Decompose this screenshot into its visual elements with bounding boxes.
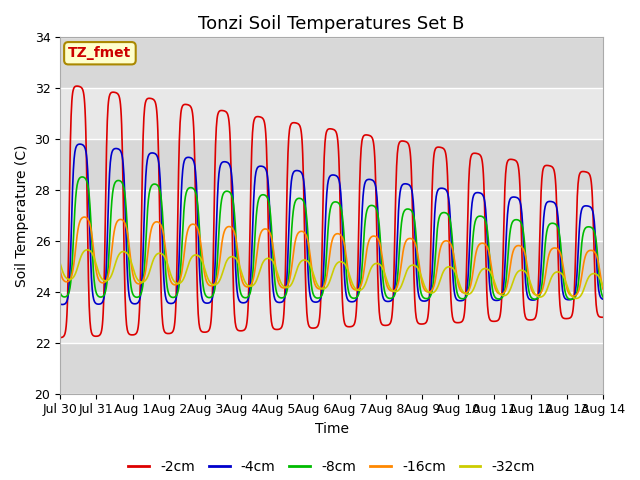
Line: -16cm: -16cm <box>60 217 603 296</box>
Line: -2cm: -2cm <box>60 86 603 337</box>
-8cm <box>568 297 575 302</box>
-8cm <box>599 294 607 300</box>
Bar <box>60 37 603 88</box>
-4cm <box>59 301 67 307</box>
-4cm <box>178 184 186 190</box>
-2cm <box>599 314 607 320</box>
Legend: -2cm, -4cm, -8cm, -16cm, -32cm: -2cm, -4cm, -8cm, -16cm, -32cm <box>122 454 541 479</box>
-4cm <box>417 297 424 302</box>
Title: Tonzi Soil Temperatures Set B: Tonzi Soil Temperatures Set B <box>198 15 465 33</box>
-2cm <box>238 328 246 334</box>
-2cm <box>487 318 495 324</box>
-16cm <box>416 268 424 274</box>
-16cm <box>570 293 577 299</box>
X-axis label: Time: Time <box>314 422 349 436</box>
-8cm <box>164 288 172 294</box>
-8cm <box>535 294 543 300</box>
-2cm <box>56 335 64 340</box>
-32cm <box>238 271 246 276</box>
-2cm <box>74 83 81 89</box>
-16cm <box>81 214 88 220</box>
-16cm <box>238 277 246 283</box>
Line: -32cm: -32cm <box>60 250 603 299</box>
-8cm <box>487 273 495 278</box>
-8cm <box>177 255 185 261</box>
-32cm <box>535 294 543 300</box>
Line: -4cm: -4cm <box>60 144 603 304</box>
-32cm <box>177 279 185 285</box>
-4cm <box>239 300 246 306</box>
-32cm <box>487 270 495 276</box>
-8cm <box>78 174 86 180</box>
-32cm <box>599 283 607 289</box>
Bar <box>60 88 603 139</box>
Y-axis label: Soil Temperature (C): Soil Temperature (C) <box>15 144 29 287</box>
Bar <box>60 292 603 343</box>
Bar <box>60 343 603 394</box>
-4cm <box>599 296 607 302</box>
-2cm <box>164 331 172 336</box>
-32cm <box>572 296 580 301</box>
-4cm <box>76 141 84 147</box>
-8cm <box>416 285 424 290</box>
Bar <box>60 241 603 292</box>
-4cm <box>535 288 543 294</box>
-16cm <box>164 267 172 273</box>
-16cm <box>177 272 185 278</box>
-2cm <box>535 270 543 276</box>
-2cm <box>416 321 424 327</box>
-8cm <box>56 290 64 296</box>
-32cm <box>416 270 424 276</box>
-16cm <box>599 286 607 292</box>
-16cm <box>56 267 64 273</box>
-4cm <box>56 301 64 307</box>
-32cm <box>83 247 91 252</box>
Line: -8cm: -8cm <box>60 177 603 300</box>
Bar <box>60 139 603 190</box>
Text: TZ_fmet: TZ_fmet <box>68 46 132 60</box>
-16cm <box>535 292 543 298</box>
-16cm <box>487 261 495 266</box>
-2cm <box>177 108 185 113</box>
-4cm <box>164 300 172 306</box>
-32cm <box>164 263 172 268</box>
-8cm <box>238 293 246 299</box>
-32cm <box>56 260 64 266</box>
-4cm <box>488 293 495 299</box>
Bar <box>60 190 603 241</box>
